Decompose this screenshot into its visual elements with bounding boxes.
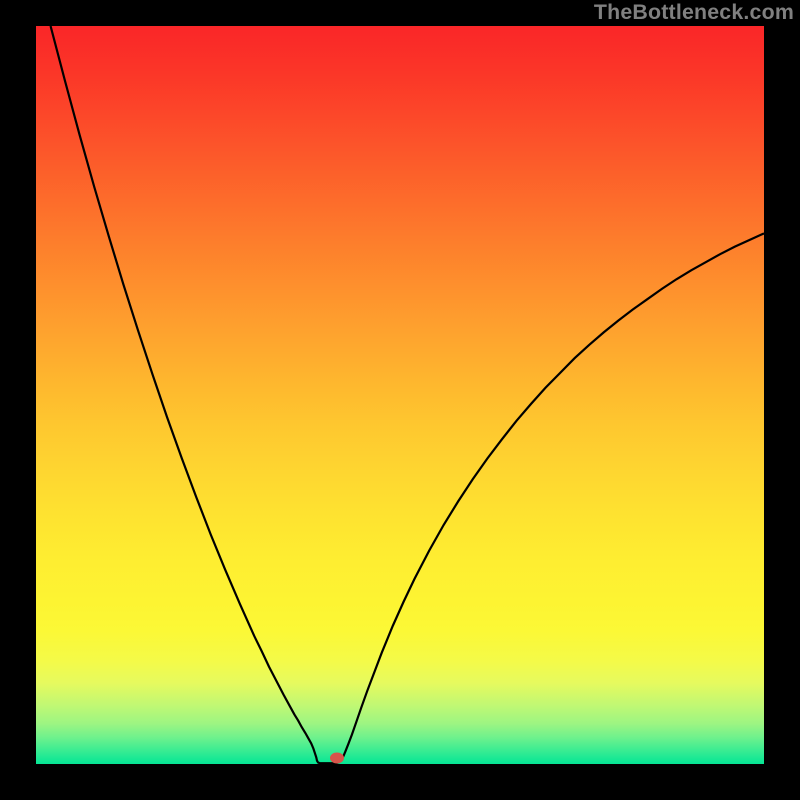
watermark-text: TheBottleneck.com bbox=[594, 0, 794, 25]
chart-stage: TheBottleneck.com bbox=[0, 0, 800, 800]
plot-frame bbox=[0, 0, 800, 800]
